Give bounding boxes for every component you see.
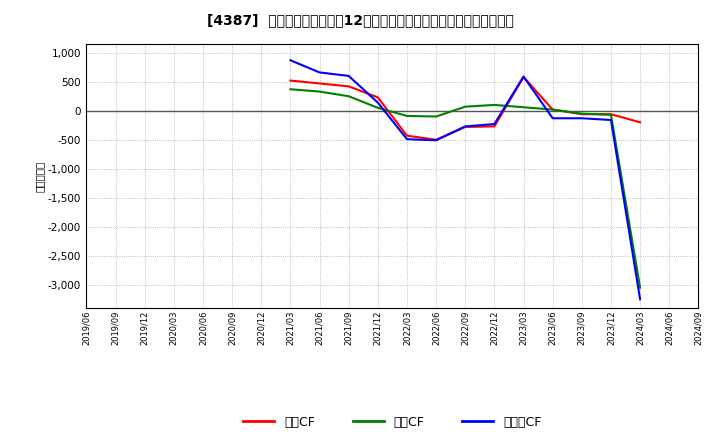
Legend: 営業CF, 投資CF, フリーCF: 営業CF, 投資CF, フリーCF — [238, 411, 546, 434]
Y-axis label: （百万円）: （百万円） — [35, 160, 45, 192]
Text: [4387]  キャッシュフローの12か月移動合計の対前年同期増減額の推移: [4387] キャッシュフローの12か月移動合計の対前年同期増減額の推移 — [207, 13, 513, 27]
